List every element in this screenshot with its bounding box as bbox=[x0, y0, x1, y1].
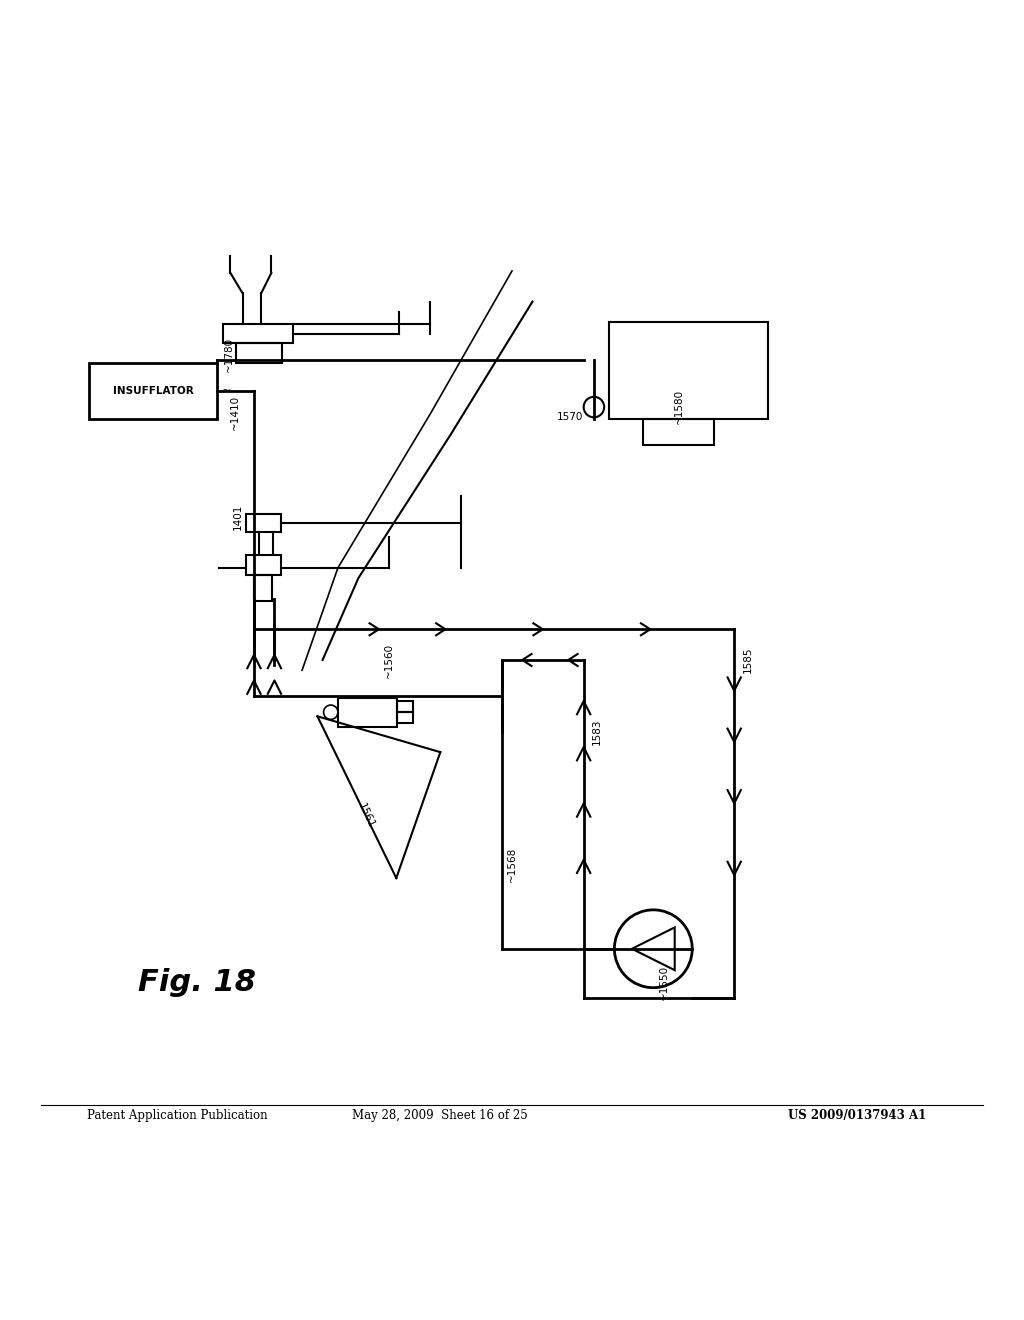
Text: 1583: 1583 bbox=[592, 718, 602, 744]
Bar bbox=[254, 576, 272, 601]
Text: US 2009/0137943 A1: US 2009/0137943 A1 bbox=[788, 1109, 927, 1122]
Text: 1401: 1401 bbox=[232, 503, 243, 529]
Text: Fig. 18: Fig. 18 bbox=[137, 968, 256, 997]
Bar bbox=[236, 343, 282, 363]
Bar bbox=[397, 701, 413, 713]
Text: ~1780: ~1780 bbox=[223, 338, 233, 372]
Bar bbox=[246, 554, 281, 576]
Bar bbox=[246, 513, 281, 532]
Text: 1561: 1561 bbox=[356, 801, 377, 830]
Text: ~1568: ~1568 bbox=[507, 847, 517, 883]
Text: Patent Application Publication: Patent Application Publication bbox=[87, 1109, 267, 1122]
Text: ~: ~ bbox=[222, 387, 231, 396]
Text: ~1580: ~1580 bbox=[674, 389, 683, 425]
Text: ~1410: ~1410 bbox=[229, 395, 240, 429]
Text: 1585: 1585 bbox=[742, 647, 753, 673]
Bar bbox=[397, 713, 413, 723]
Text: May 28, 2009  Sheet 16 of 25: May 28, 2009 Sheet 16 of 25 bbox=[352, 1109, 528, 1122]
Bar bbox=[338, 698, 397, 726]
Bar bbox=[89, 363, 217, 420]
Bar bbox=[609, 322, 768, 420]
Text: ~1550: ~1550 bbox=[658, 965, 669, 1001]
Text: 1570: 1570 bbox=[557, 412, 584, 422]
Bar bbox=[643, 420, 714, 445]
Bar bbox=[223, 325, 293, 343]
Text: INSUFFLATOR: INSUFFLATOR bbox=[113, 387, 194, 396]
Text: ~1560: ~1560 bbox=[384, 643, 394, 677]
